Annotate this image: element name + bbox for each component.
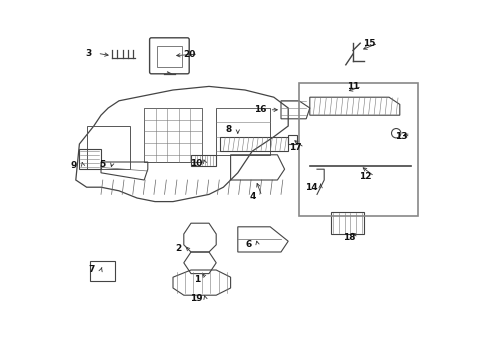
Text: 1: 1 — [195, 275, 200, 284]
Bar — [299, 83, 418, 216]
Text: 18: 18 — [343, 233, 356, 242]
Bar — [79, 149, 101, 169]
Bar — [331, 212, 364, 234]
Text: 19: 19 — [190, 294, 203, 303]
Text: 10: 10 — [190, 159, 202, 168]
Text: 17: 17 — [289, 143, 302, 152]
Text: 12: 12 — [359, 172, 372, 181]
Text: 20: 20 — [183, 50, 196, 59]
Text: 9: 9 — [71, 161, 77, 170]
Text: 3: 3 — [85, 49, 92, 58]
Bar — [157, 46, 182, 67]
Text: 14: 14 — [305, 183, 318, 192]
Bar — [90, 261, 116, 281]
Text: 8: 8 — [226, 125, 232, 134]
Text: 6: 6 — [245, 240, 252, 249]
Text: 7: 7 — [89, 266, 95, 275]
Text: 4: 4 — [250, 192, 256, 201]
Text: 11: 11 — [347, 82, 359, 91]
Text: 15: 15 — [363, 39, 375, 48]
Text: 2: 2 — [175, 244, 181, 253]
Text: 5: 5 — [99, 161, 106, 170]
Text: 16: 16 — [254, 105, 267, 114]
Text: 13: 13 — [395, 132, 408, 141]
Bar — [288, 135, 297, 144]
